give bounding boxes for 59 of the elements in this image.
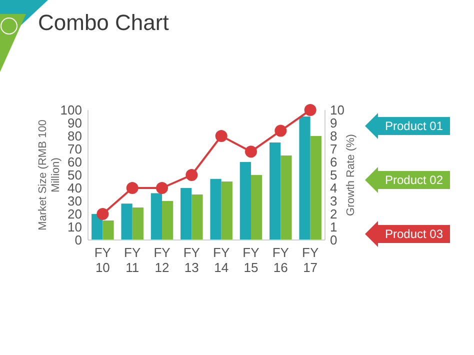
y-tick-label: 60 bbox=[68, 154, 82, 170]
bar bbox=[280, 156, 292, 240]
x-tick-label: FY 17 bbox=[302, 245, 319, 275]
point bbox=[304, 104, 316, 116]
point bbox=[126, 182, 138, 194]
y-tick-label: 50 bbox=[68, 168, 82, 183]
bar bbox=[310, 136, 322, 240]
text: Product 02 bbox=[384, 173, 444, 188]
bar bbox=[192, 194, 203, 240]
bar bbox=[299, 116, 310, 240]
y2-tick-label: 10 bbox=[330, 102, 344, 118]
y-tick-label: 90 bbox=[68, 116, 82, 131]
bar bbox=[150, 193, 162, 240]
bar bbox=[132, 208, 144, 240]
x-tick-label: FY 15 bbox=[242, 245, 260, 275]
y2-tick-label: 1 bbox=[330, 220, 338, 235]
bar bbox=[221, 182, 232, 240]
point bbox=[186, 169, 198, 181]
text: Product 03 bbox=[384, 227, 444, 242]
y2-tick-label: 2 bbox=[330, 206, 338, 222]
point bbox=[215, 130, 228, 142]
chart-title: Combo Chart bbox=[38, 10, 169, 35]
y-tick-label: 0 bbox=[74, 232, 82, 248]
x-tick-label: FY 10 bbox=[94, 245, 112, 275]
bar bbox=[102, 220, 114, 240]
y-tick-label: 10 bbox=[68, 220, 82, 235]
y2-axis-title: Growth Rate (%) bbox=[345, 134, 357, 216]
y2-tick-label: 8 bbox=[330, 128, 338, 144]
point bbox=[96, 208, 109, 220]
x-tick-label: FY 13 bbox=[183, 245, 200, 275]
bar bbox=[270, 142, 281, 240]
y2-tick-label: 3 bbox=[330, 194, 338, 209]
y-tick-label: 20 bbox=[68, 206, 82, 222]
bar bbox=[121, 204, 132, 240]
y2-tick-label: 5 bbox=[330, 168, 338, 183]
y-tick-label: 30 bbox=[68, 194, 82, 209]
x-tick-label: FY 12 bbox=[154, 245, 171, 275]
bar bbox=[162, 201, 174, 240]
y2-tick-label: 4 bbox=[330, 180, 338, 196]
text: Product 01 bbox=[384, 119, 444, 134]
y-axis-title: Market Size (RMB 100 Million) bbox=[37, 120, 62, 230]
bar bbox=[250, 175, 262, 240]
y-tick-label: 80 bbox=[68, 128, 82, 144]
x-tick-label: FY 16 bbox=[272, 245, 290, 275]
point bbox=[244, 146, 257, 158]
point bbox=[274, 124, 287, 137]
bar bbox=[240, 162, 251, 240]
y-tick-label: 40 bbox=[68, 180, 82, 196]
bar bbox=[180, 188, 192, 240]
bar bbox=[210, 178, 222, 240]
y2-tick-label: 7 bbox=[330, 142, 338, 157]
y-tick-label: 70 bbox=[68, 142, 82, 157]
y-tick-label: 100 bbox=[60, 102, 82, 118]
y2-tick-label: 6 bbox=[330, 154, 338, 170]
point bbox=[156, 182, 168, 194]
y2-tick-label: 0 bbox=[330, 232, 338, 248]
y2-tick-label: 9 bbox=[330, 116, 338, 131]
x-tick-label: FY 14 bbox=[213, 245, 230, 275]
x-tick-label: FY 11 bbox=[124, 245, 141, 275]
